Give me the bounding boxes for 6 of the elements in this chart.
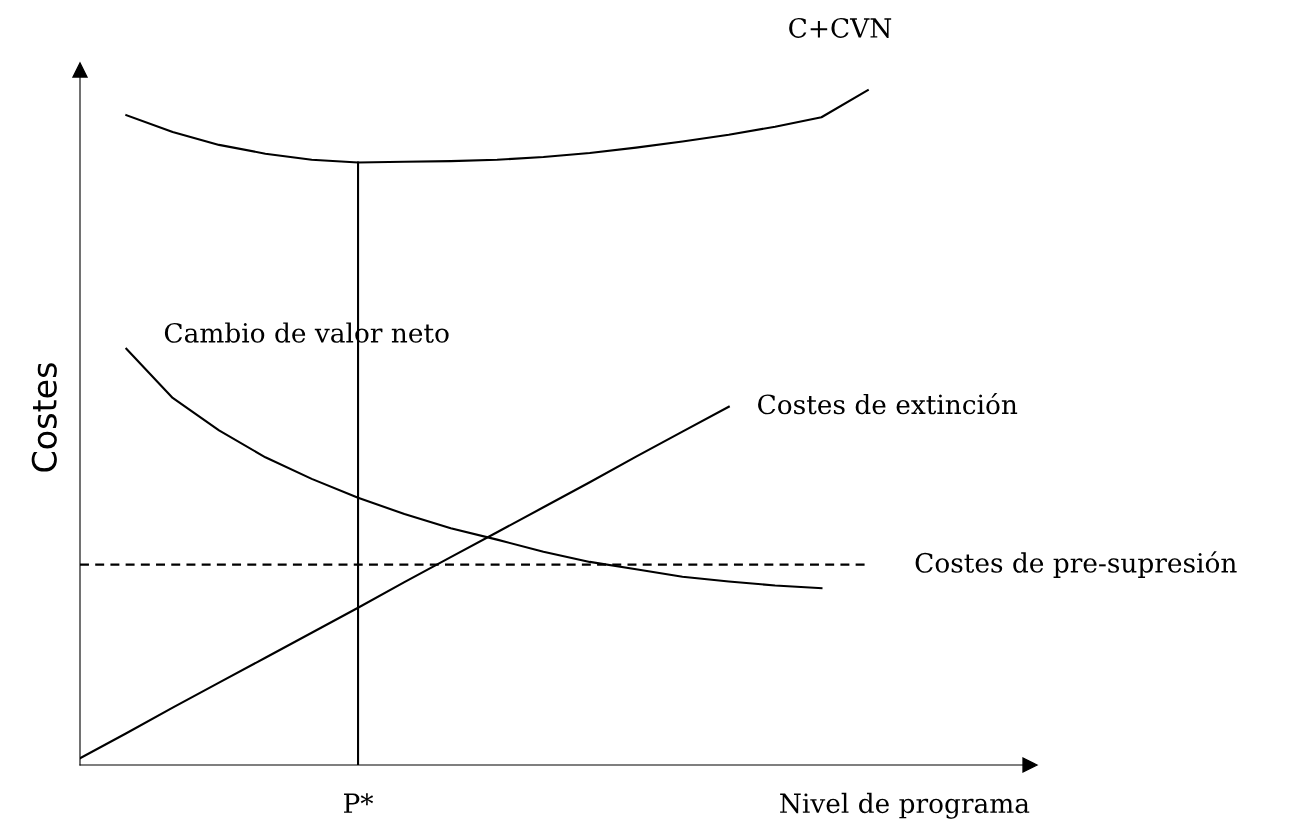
y-axis-title: Costes — [31, 363, 57, 472]
text: C+CVN — [789, 17, 892, 38]
series-label: Costes de pre-supresión — [915, 551, 1237, 578]
x-axis-title: Nivel de programa — [780, 792, 1030, 819]
text: P* — [344, 793, 374, 813]
series-label: Costes de extinción — [758, 392, 1018, 415]
